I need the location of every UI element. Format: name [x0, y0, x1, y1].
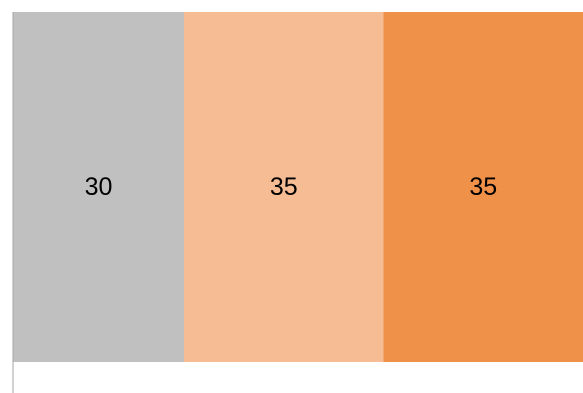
data-labels: 30 35 35: [85, 173, 498, 201]
data-label-1: 30: [85, 173, 113, 201]
bar-segment-1: [13, 12, 184, 362]
bar-segment-2: [184, 12, 384, 362]
bar-segments: [13, 12, 583, 362]
data-label-3: 35: [469, 173, 497, 201]
bar-segment-3: [383, 12, 583, 362]
data-label-2: 35: [270, 173, 298, 201]
